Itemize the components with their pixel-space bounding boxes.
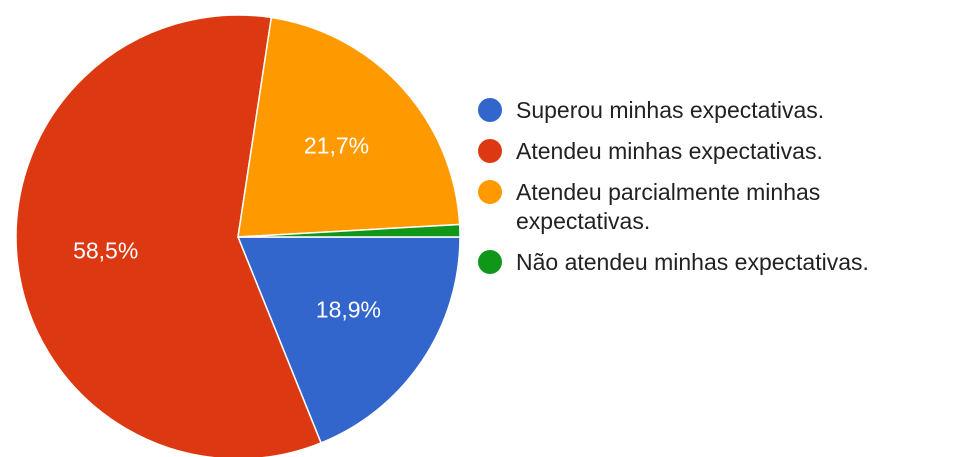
legend-label: Não atendeu minhas expectativas. — [516, 249, 869, 275]
pie-slice — [15, 14, 322, 457]
legend-swatch — [478, 98, 502, 122]
pie-slice — [237, 223, 461, 238]
legend: Superou minhas expectativas. Atendeu minh… — [478, 96, 958, 289]
legend-item: Superou minhas expectativas. — [478, 96, 958, 125]
slice-label: 21,7% — [304, 132, 369, 158]
slice-label: 18,9% — [316, 297, 381, 323]
pie-slice — [236, 236, 461, 444]
legend-item: Atendeu parcialmente minhas expectativas… — [478, 178, 958, 236]
legend-item: Não atendeu minhas expectativas. — [478, 248, 958, 277]
slice-label: 58,5% — [73, 238, 138, 264]
legend-swatch — [478, 139, 502, 163]
legend-item: Atendeu minhas expectativas. — [478, 137, 958, 166]
legend-swatch — [478, 180, 502, 204]
legend-label: Atendeu minhas expectativas. — [516, 138, 823, 164]
pie-slice — [237, 16, 461, 238]
legend-label: Atendeu parcialmente minhas expectativas… — [516, 179, 821, 234]
legend-swatch — [478, 250, 502, 274]
legend-label: Superou minhas expectativas. — [516, 97, 825, 123]
